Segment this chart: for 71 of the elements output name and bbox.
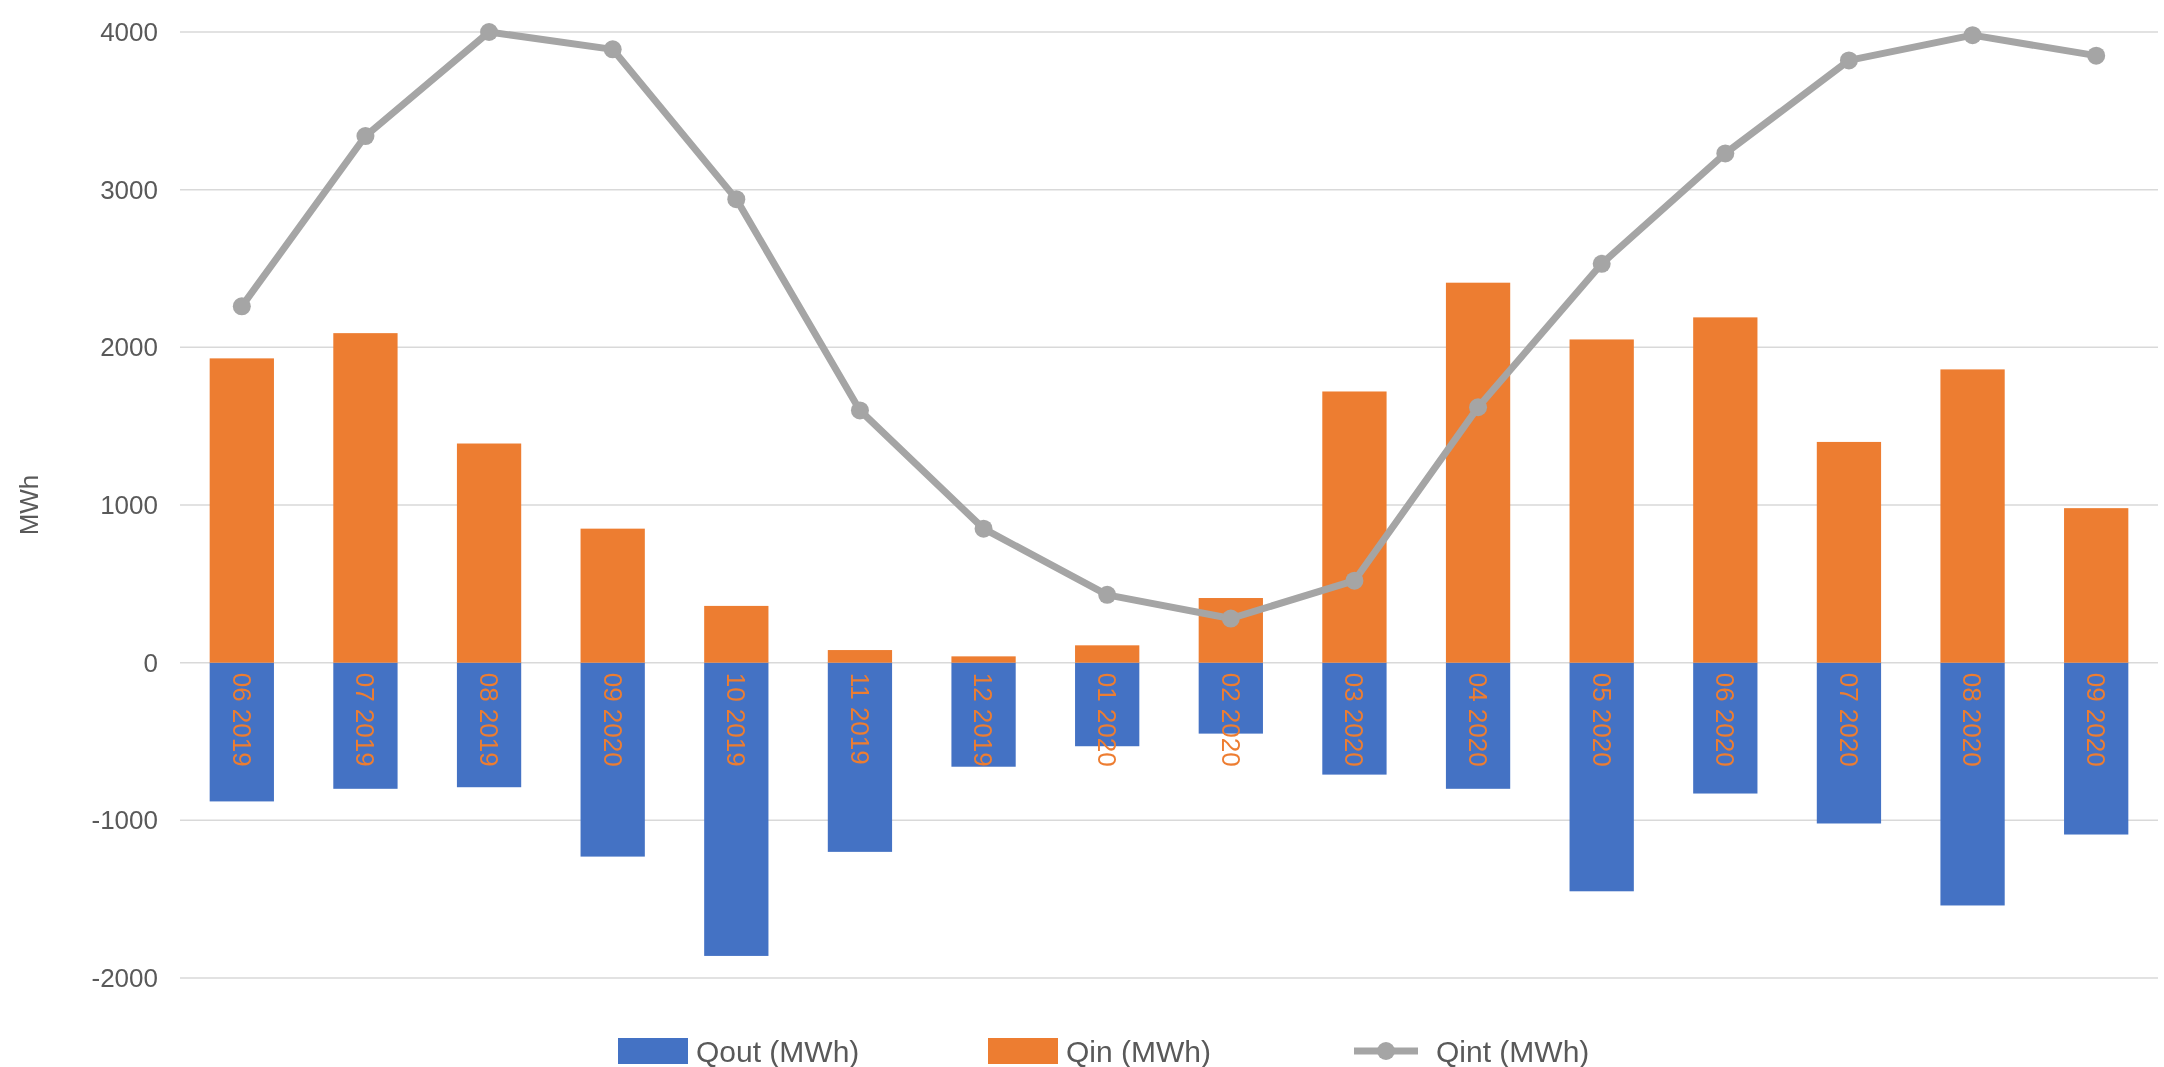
bar: [1940, 369, 2005, 663]
bar: [704, 605, 769, 663]
bar: [1693, 662, 1758, 794]
bar: [333, 333, 398, 663]
x-tick-label: 03 2020: [1339, 672, 1370, 767]
point: [480, 23, 499, 41]
bar: [1569, 339, 1634, 663]
bar: [1322, 391, 1387, 663]
bar: [827, 650, 893, 663]
point: [1839, 51, 1858, 70]
x-tick-label: 05 2020: [1586, 672, 1617, 767]
bar: [209, 358, 274, 663]
y-tick-label: 2000: [100, 332, 158, 363]
bar: [951, 656, 1016, 663]
point: [1963, 26, 1982, 45]
x-tick-label: 09 2020: [597, 672, 628, 767]
x-tick-label: 02 2020: [1215, 672, 1246, 767]
y-tick-label: -2000: [91, 963, 158, 994]
point: [1221, 609, 1240, 628]
bar: [456, 443, 522, 663]
x-tick-label: 11 2019: [844, 672, 875, 765]
x-tick-label: 06 2019: [226, 672, 257, 767]
bar: [209, 662, 274, 802]
bar: [2064, 662, 2129, 835]
bar: [1940, 662, 2005, 906]
bar: [333, 662, 398, 789]
point: [1716, 144, 1735, 163]
bar: [951, 662, 1016, 767]
x-tick-label: 01 2020: [1092, 672, 1123, 767]
bar: [1322, 662, 1387, 775]
point: [974, 519, 993, 538]
x-tick-label: 07 2020: [1833, 672, 1864, 767]
point: [356, 127, 375, 146]
point: [2087, 46, 2106, 65]
point: [1098, 585, 1117, 604]
y-axis-title: MWh: [14, 474, 44, 536]
x-tick-label: 12 2019: [968, 672, 999, 767]
point: [232, 297, 251, 316]
x-tick-label: 08 2019: [473, 672, 504, 767]
legend-label: Qin (MWh): [1066, 1034, 1211, 1067]
y-tick-label: 0: [143, 647, 158, 678]
point: [727, 190, 746, 209]
bar: [1816, 662, 1882, 824]
bar: [1569, 662, 1634, 892]
bar: [580, 662, 645, 857]
bar: [580, 528, 645, 663]
point: [1345, 571, 1364, 590]
bar: [704, 662, 769, 956]
bar: [1816, 441, 1882, 663]
bar: [1075, 645, 1140, 663]
x-tick-label: 06 2020: [1710, 672, 1741, 767]
x-tick-label: 10 2019: [721, 672, 752, 767]
bar: [827, 662, 893, 852]
y-tick-label: 1000: [100, 490, 158, 521]
point: [603, 40, 622, 59]
bar: [1445, 282, 1511, 663]
x-tick-label: 08 2020: [1957, 672, 1988, 767]
point: [850, 401, 869, 420]
x-tick-label: 04 2020: [1462, 672, 1493, 767]
x-tick-label: 09 2020: [2081, 672, 2112, 767]
bar: [2064, 508, 2129, 663]
legend-label: Qint (MWh): [1436, 1034, 1590, 1067]
y-tick-label: 4000: [100, 17, 158, 48]
y-tick-label: -1000: [91, 805, 158, 836]
bar: [1445, 662, 1511, 789]
x-tick-label: 07 2019: [350, 672, 381, 767]
bar: [1693, 317, 1758, 663]
point: [1469, 398, 1488, 417]
point: [1592, 254, 1611, 273]
y-tick-label: 3000: [100, 174, 158, 205]
legend-label: Qout (MWh): [696, 1034, 860, 1067]
